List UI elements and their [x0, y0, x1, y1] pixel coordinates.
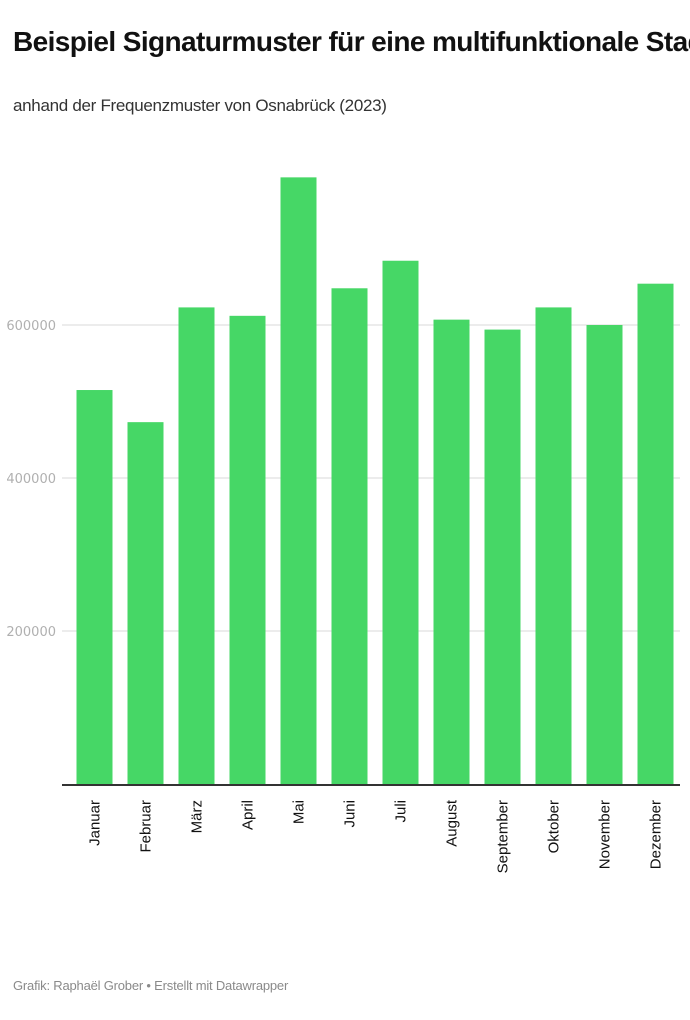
bar-november [586, 325, 623, 784]
y-axis-tick-labels: 200000 400000 600000 [6, 319, 56, 640]
x-tick-label: August [444, 799, 461, 847]
bar-mai [280, 177, 317, 785]
bar-august [433, 319, 470, 784]
x-axis-category-labels: Januar Februar März April Mai Juni Juli August S… [87, 799, 665, 873]
y-tick-label: 400000 [6, 472, 56, 487]
gridlines [62, 324, 680, 632]
bar-märz [178, 307, 215, 784]
x-tick-label: Oktober [546, 800, 563, 853]
bar-juli [382, 260, 419, 784]
x-tick-label: September [495, 800, 512, 873]
chart-title: Beispiel Signaturmuster für eine multifu… [13, 26, 690, 57]
bar-januar [76, 390, 113, 784]
bar-juni [331, 288, 368, 784]
x-tick-label: Februar [138, 800, 155, 853]
x-tick-label: Mai [291, 800, 308, 824]
x-tick-label: Januar [87, 800, 104, 846]
y-tick-label: 200000 [6, 625, 56, 640]
credit-footer: Grafik: Raphaël Grober • Erstellt mit Da… [13, 978, 289, 993]
bar-april [229, 315, 266, 784]
x-tick-label: Juni [342, 800, 359, 828]
x-tick-label: Juli [393, 800, 410, 823]
chart-subtitle: anhand der Frequenzmuster von Osnabrück … [13, 96, 387, 115]
bars [76, 177, 674, 785]
bar-chart: 200000 400000 600000 Januar Februar März Apri… [6, 177, 680, 873]
x-tick-label: November [597, 800, 614, 869]
y-tick-label: 600000 [6, 319, 56, 334]
bar-dezember [637, 283, 674, 784]
x-tick-label: Dezember [648, 800, 665, 869]
bar-oktober [535, 307, 572, 784]
x-tick-label: April [240, 800, 257, 830]
bar-februar [127, 422, 164, 784]
bar-september [484, 329, 521, 784]
x-tick-label: März [189, 800, 206, 833]
